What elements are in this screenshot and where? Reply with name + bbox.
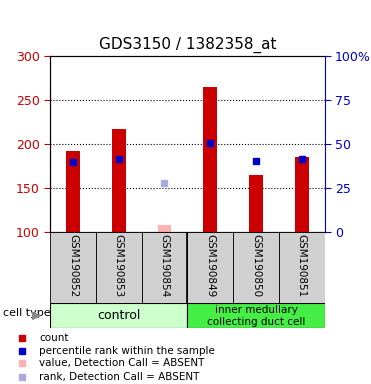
Bar bbox=[158, 225, 171, 232]
Text: GSM190853: GSM190853 bbox=[114, 235, 124, 298]
Bar bbox=[112, 129, 126, 232]
Bar bbox=[142, 232, 187, 303]
Text: count: count bbox=[39, 333, 69, 343]
Bar bbox=[249, 175, 263, 232]
Bar bbox=[295, 157, 309, 232]
Bar bbox=[279, 232, 325, 303]
Bar bbox=[50, 303, 187, 328]
Text: control: control bbox=[97, 310, 140, 322]
Bar bbox=[187, 232, 233, 303]
Bar bbox=[233, 232, 279, 303]
Text: GSM190852: GSM190852 bbox=[68, 235, 78, 298]
Text: inner medullary
collecting duct cell: inner medullary collecting duct cell bbox=[207, 305, 305, 327]
Text: rank, Detection Call = ABSENT: rank, Detection Call = ABSENT bbox=[39, 372, 200, 382]
Text: GSM190854: GSM190854 bbox=[160, 235, 170, 298]
Bar bbox=[66, 151, 80, 232]
Text: value, Detection Call = ABSENT: value, Detection Call = ABSENT bbox=[39, 358, 205, 368]
Bar bbox=[187, 303, 325, 328]
Text: GSM190850: GSM190850 bbox=[251, 235, 261, 298]
Text: cell type: cell type bbox=[3, 308, 50, 318]
Text: GSM190851: GSM190851 bbox=[297, 235, 307, 298]
Title: GDS3150 / 1382358_at: GDS3150 / 1382358_at bbox=[99, 37, 276, 53]
Bar bbox=[96, 232, 142, 303]
Bar bbox=[50, 232, 96, 303]
Text: percentile rank within the sample: percentile rank within the sample bbox=[39, 346, 215, 356]
Bar bbox=[203, 87, 217, 232]
Text: GSM190849: GSM190849 bbox=[205, 235, 215, 298]
